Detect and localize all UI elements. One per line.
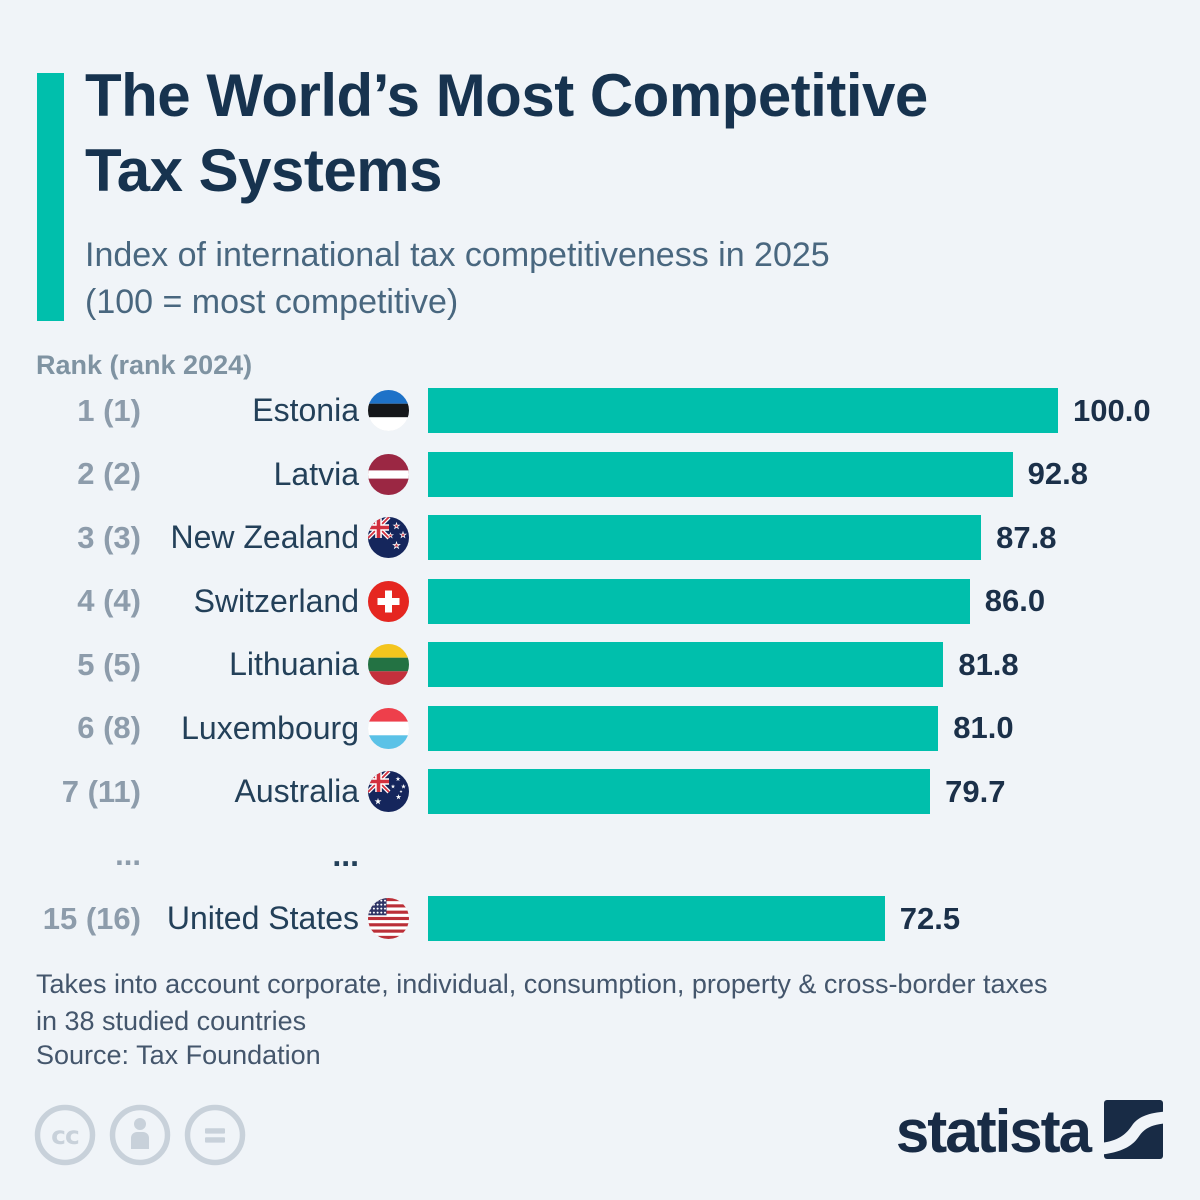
subtitle: Index of international tax competitivene…: [85, 232, 830, 326]
attribution-person-icon: [108, 1103, 172, 1167]
chart-row-new-zealand: 3 (3) New Zealand 87.8: [36, 515, 1186, 560]
switzerland-flag-icon: [368, 580, 409, 622]
bar-latvia: [428, 451, 1013, 497]
rank-label: 2 (2): [77, 456, 141, 491]
subtitle-line-1: Index of international tax competitivene…: [85, 236, 830, 274]
value-label: 79.7: [945, 773, 1006, 809]
cc-icon: cc: [33, 1103, 97, 1167]
rank-label: 5 (5): [77, 646, 141, 682]
country-label: Lithuania: [229, 646, 359, 682]
footnote: Takes into account corporate, individual…: [36, 966, 1048, 1040]
chart-row-united-states: 15 (16) United States: [36, 896, 1186, 941]
rank-label: 15 (16): [42, 900, 141, 936]
country-label: Switzerland: [193, 582, 359, 619]
footnote-line-1: Takes into account corporate, individual…: [36, 969, 1048, 999]
cc-license-badges: cc: [33, 1103, 247, 1167]
title-line-2: Tax Systems: [85, 137, 442, 204]
rank-label: 1 (1): [77, 392, 141, 428]
statista-brand: statista: [896, 1100, 1163, 1164]
value-label: 81.8: [958, 646, 1019, 682]
chart-row-australia: 7 (11) Australia 79.7: [36, 769, 1186, 814]
chart-row-lithuania: 5 (5) Lithuania 81.8: [36, 642, 1186, 687]
country-label: Australia: [234, 773, 360, 809]
title-accent-bar: [37, 73, 64, 321]
chart-row-estonia: 1 (1) Estonia 100.0: [36, 388, 1186, 433]
svg-text:cc: cc: [51, 1121, 79, 1150]
country-label: Estonia: [252, 392, 359, 428]
rank-label: 4 (4): [77, 583, 141, 618]
value-label: 87.8: [996, 519, 1057, 555]
rank-ellipsis: ...: [115, 837, 141, 872]
chart-row-latvia: 2 (2) Latvia 92.8: [36, 451, 1186, 497]
country-label: Latvia: [273, 455, 359, 492]
chart-row-switzerland: 4 (4) Switzerland 86.0: [36, 578, 1186, 624]
australia-flag-icon: [368, 771, 409, 812]
country-label: Luxembourg: [181, 709, 359, 746]
page-title: The World’s Most Competitive Tax Systems: [85, 58, 928, 208]
country-label: United States: [166, 900, 359, 936]
title-line-1: The World’s Most Competitive: [85, 62, 928, 129]
value-label: 81.0: [953, 710, 1014, 745]
bar-lithuania: [428, 642, 944, 687]
lithuania-flag-icon: [368, 644, 409, 685]
rank-label: 7 (11): [61, 773, 141, 809]
chart-row-luxembourg: 6 (8) Luxembourg 81.0: [36, 705, 1186, 751]
estonia-flag-icon: [368, 390, 409, 431]
bar-australia: [428, 769, 931, 814]
bar-new-zealand: [428, 515, 982, 560]
bar-switzerland: [428, 578, 970, 624]
value-label: 100.0: [1073, 392, 1151, 428]
rank-label: 6 (8): [77, 710, 141, 745]
latvia-flag-icon: [368, 453, 409, 495]
bar-chart: 1 (1) Estonia 100.0 2 (2) Latvia: [36, 388, 1186, 960]
statista-wordmark: statista: [895, 1098, 1092, 1165]
country-ellipsis: ...: [332, 836, 359, 873]
rank-label: 3 (3): [77, 519, 141, 555]
rank-column-header: Rank (rank 2024): [36, 350, 253, 380]
new-zealand-flag-icon: [368, 517, 409, 558]
value-label: 92.8: [1027, 456, 1088, 491]
value-label: 86.0: [984, 583, 1046, 618]
luxembourg-flag-icon: [368, 707, 409, 749]
united-states-flag-icon: [368, 898, 409, 939]
statista-logo-icon: [1104, 1100, 1163, 1164]
source-label: Source: Tax Foundation: [36, 1040, 321, 1070]
bar-estonia: [428, 388, 1058, 433]
country-label: New Zealand: [170, 519, 359, 555]
no-derivatives-equals-icon: [183, 1103, 247, 1167]
bar-luxembourg: [428, 705, 939, 751]
value-label: 72.5: [899, 900, 961, 936]
subtitle-line-2: (100 = most competitive): [85, 283, 459, 321]
bar-united-states: [428, 896, 885, 941]
footnote-line-2: in 38 studied countries: [36, 1006, 307, 1036]
chart-row-ellipsis: ... ...: [36, 833, 1186, 878]
